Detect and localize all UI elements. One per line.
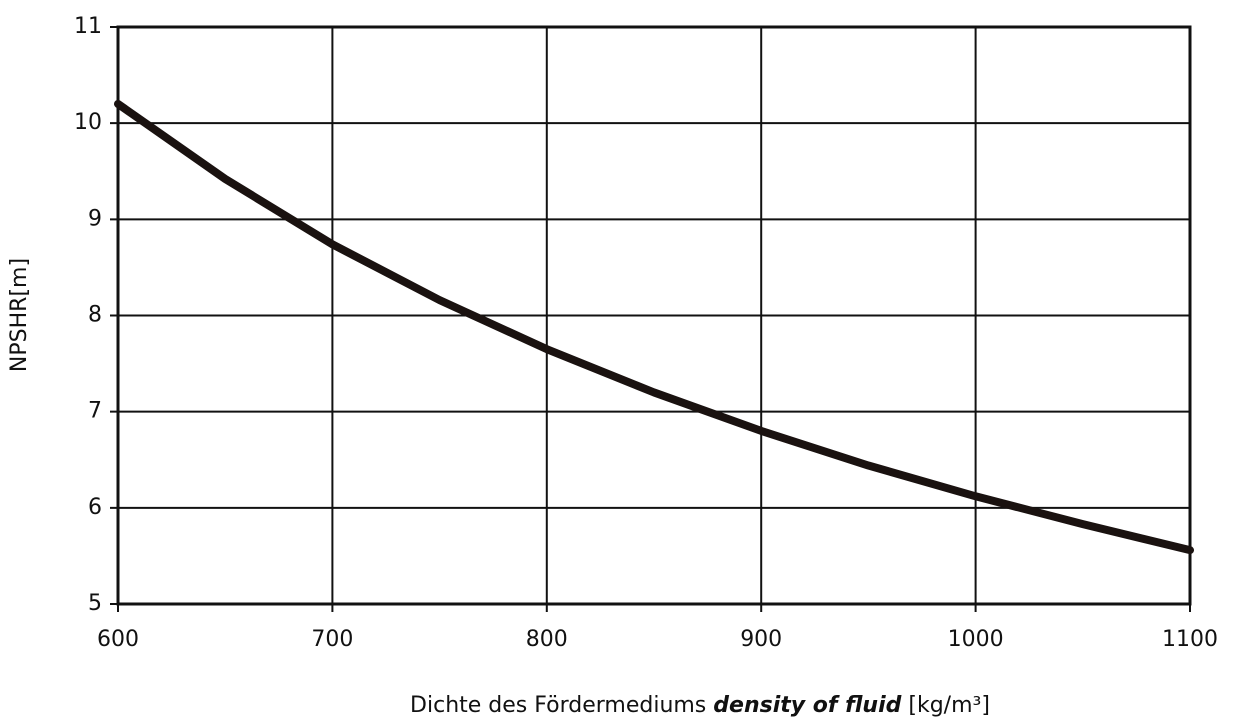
- x-label-unit: [kg/m³]: [908, 693, 990, 718]
- y-tick-label: 5: [88, 591, 102, 616]
- x-tick-label: 700: [311, 627, 353, 652]
- x-tick-label: 1000: [948, 627, 1004, 652]
- y-axis-label: NPSHR[m]: [7, 258, 32, 372]
- x-axis-label: Dichte des Fördermediums density of flui…: [410, 693, 990, 718]
- data-line: [114, 99, 1194, 555]
- plot-border: [116, 25, 1192, 606]
- y-tick-label: 9: [88, 206, 102, 231]
- y-tick-label: 6: [88, 495, 102, 520]
- x-tick-label: 1100: [1162, 627, 1218, 652]
- x-tick-label: 600: [97, 627, 139, 652]
- x-tick-label: 900: [740, 627, 782, 652]
- y-tick-label: 8: [88, 303, 102, 328]
- y-tick-label: 11: [74, 14, 102, 39]
- x-label-english: density of fluid: [713, 693, 901, 718]
- x-tick-label: 800: [526, 627, 568, 652]
- y-tick-label: 7: [88, 399, 102, 424]
- x-label-german: Dichte des Fördermediums: [410, 693, 706, 718]
- y-tick-label: 10: [74, 110, 102, 135]
